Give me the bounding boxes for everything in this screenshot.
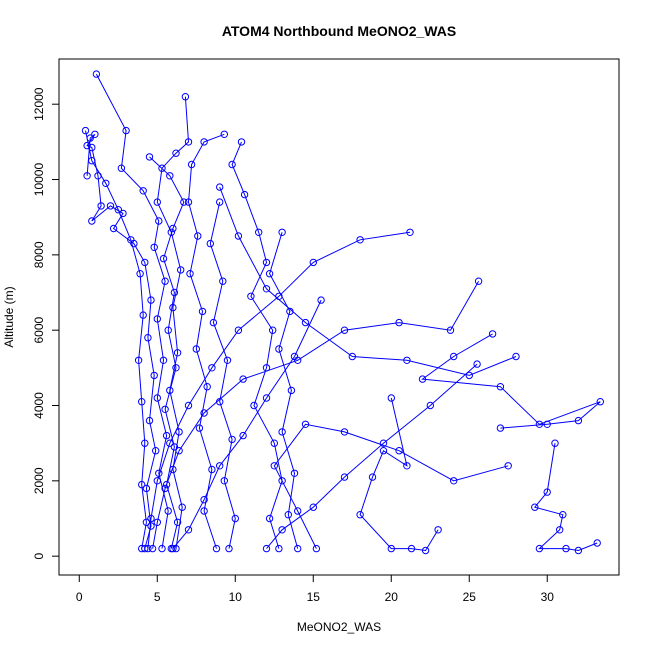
y-tick-label: 8000 xyxy=(32,241,46,268)
series-line xyxy=(274,424,508,548)
series-line xyxy=(210,202,235,548)
y-tick-label: 4000 xyxy=(32,392,46,419)
series-line xyxy=(87,134,156,548)
y-axis: 0 2000 4000 6000 8000 10000 12000 xyxy=(32,87,59,559)
series-9 xyxy=(532,440,601,554)
x-tick-label: 30 xyxy=(541,590,555,604)
x-tick-label: 5 xyxy=(154,590,161,604)
series-8 xyxy=(419,331,603,432)
series-10 xyxy=(357,395,441,554)
y-tick-label: 2000 xyxy=(32,467,46,494)
series-13 xyxy=(271,421,511,552)
series-line xyxy=(535,443,597,550)
x-tick-label: 15 xyxy=(307,590,321,604)
series-line xyxy=(157,97,188,549)
series-11 xyxy=(263,361,480,552)
series-line xyxy=(270,232,298,548)
y-tick-label: 0 xyxy=(32,553,46,560)
series-line xyxy=(232,142,282,549)
series-line xyxy=(220,187,516,375)
y-tick-label: 6000 xyxy=(32,317,46,344)
series-14 xyxy=(217,184,520,379)
series-12 xyxy=(170,297,325,552)
data-point xyxy=(318,297,324,303)
series-15 xyxy=(82,127,149,551)
series-line xyxy=(148,232,410,548)
series-line xyxy=(173,300,321,548)
series-5 xyxy=(229,139,285,552)
series-6 xyxy=(145,229,414,552)
chart-title: ATOM4 Northbound MeONO2_WAS xyxy=(222,23,456,39)
series-line xyxy=(86,131,147,549)
series-2 xyxy=(93,71,171,552)
series-17 xyxy=(207,199,238,552)
x-tick-label: 0 xyxy=(76,590,83,604)
y-tick-label: 10000 xyxy=(32,163,46,197)
series-7 xyxy=(149,278,481,552)
series-1 xyxy=(84,131,159,552)
series-line xyxy=(189,134,225,548)
y-axis-label: Altitude (m) xyxy=(2,286,16,347)
x-tick-label: 20 xyxy=(385,590,399,604)
series-line xyxy=(150,157,184,549)
x-tick-label: 10 xyxy=(229,590,243,604)
x-axis-label: MeONO2_WAS xyxy=(297,620,381,634)
data-layer xyxy=(82,71,603,554)
x-axis: 0 5 10 15 20 25 30 xyxy=(76,575,554,604)
y-tick-label: 12000 xyxy=(32,87,46,121)
series-line xyxy=(267,364,478,548)
series-4 xyxy=(185,131,227,552)
x-tick-label: 25 xyxy=(463,590,477,604)
series-line xyxy=(423,334,601,428)
